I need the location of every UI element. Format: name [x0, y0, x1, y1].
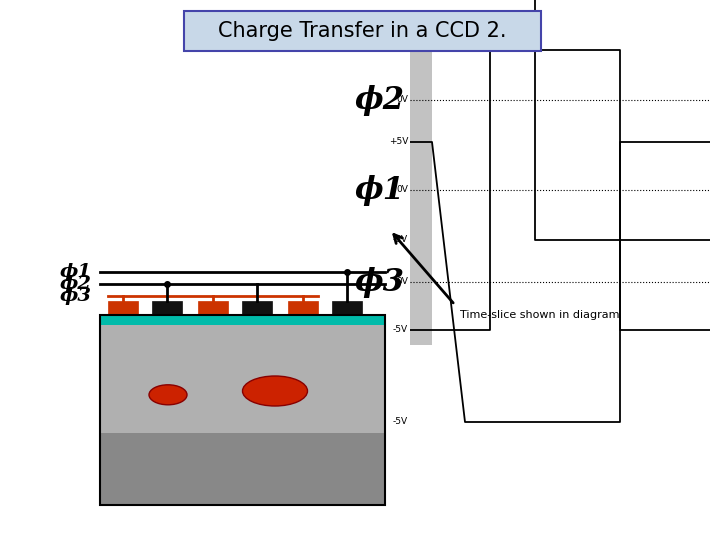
Text: Time-slice shown in diagram: Time-slice shown in diagram	[460, 310, 619, 320]
Text: -5V: -5V	[393, 326, 408, 334]
Bar	[332, 301, 362, 315]
Text: ϕ3: ϕ3	[60, 287, 92, 305]
Bar	[108, 301, 138, 315]
Text: -5V: -5V	[393, 235, 408, 245]
Text: 0V: 0V	[396, 186, 408, 194]
FancyBboxPatch shape	[184, 11, 541, 51]
Text: 0V: 0V	[396, 278, 408, 287]
Text: Charge Transfer in a CCD 2.: Charge Transfer in a CCD 2.	[218, 21, 507, 41]
Text: ϕ2: ϕ2	[60, 275, 92, 293]
Bar	[198, 301, 228, 315]
Bar	[100, 315, 385, 433]
Bar	[100, 315, 385, 505]
Bar	[410, 52, 432, 345]
Text: -5V: -5V	[393, 417, 408, 427]
Bar	[152, 301, 182, 315]
Bar	[288, 301, 318, 315]
Bar	[100, 315, 385, 325]
Text: ϕ1: ϕ1	[355, 174, 405, 206]
Ellipse shape	[243, 376, 307, 406]
Text: +5V: +5V	[389, 138, 408, 146]
Bar	[242, 301, 272, 315]
Text: +5V: +5V	[389, 45, 408, 55]
Text: ϕ3: ϕ3	[355, 267, 405, 298]
Text: ϕ1: ϕ1	[60, 263, 92, 281]
Text: 0V: 0V	[396, 96, 408, 105]
Ellipse shape	[149, 385, 187, 405]
Bar	[100, 433, 385, 505]
Text: ϕ2: ϕ2	[355, 84, 405, 116]
